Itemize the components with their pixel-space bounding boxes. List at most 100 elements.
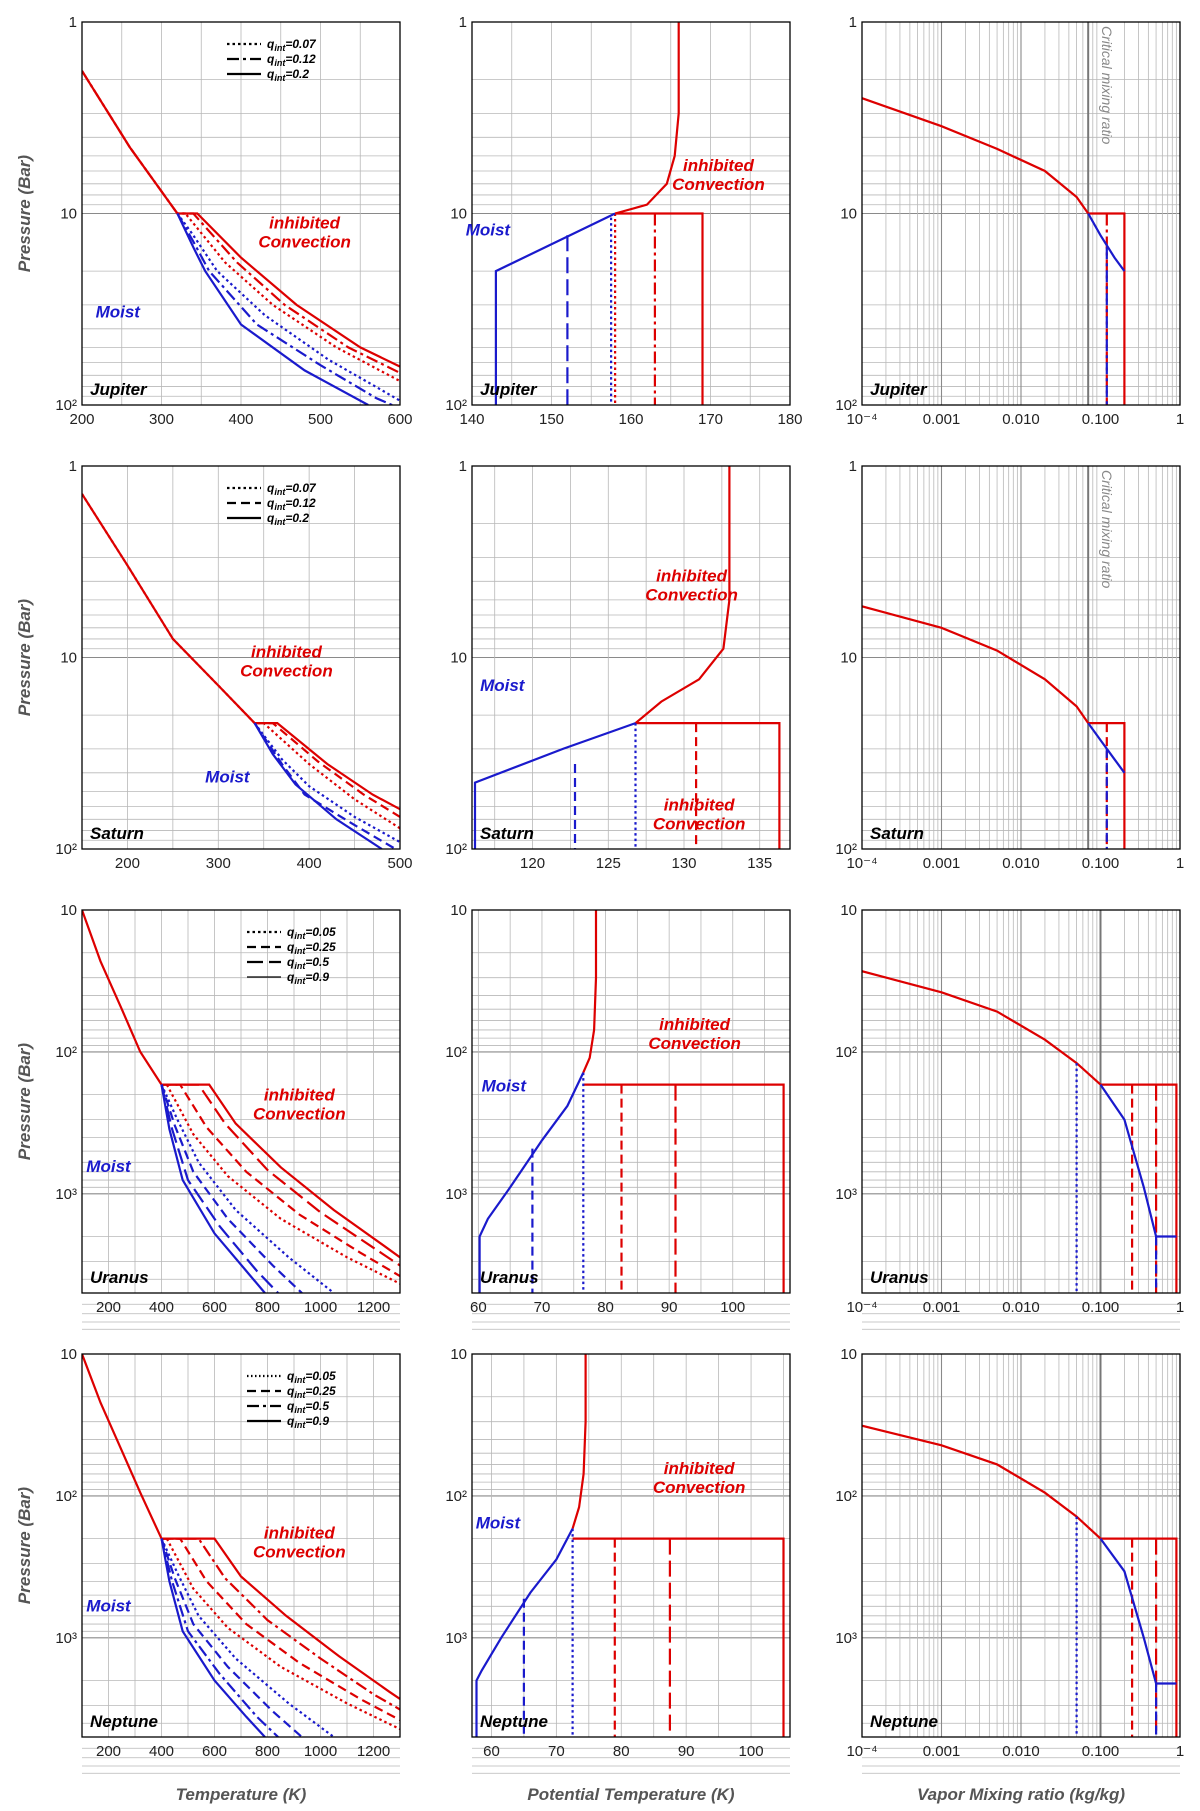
plot-frame bbox=[471, 465, 791, 850]
x-tick-label: 200 bbox=[69, 411, 94, 428]
series-group bbox=[862, 605, 1126, 849]
y-tick-label: 10 bbox=[450, 1346, 467, 1363]
plot-frame bbox=[861, 465, 1181, 850]
planet-label: Uranus bbox=[90, 1268, 149, 1287]
x-tick-label: 0.100 bbox=[1082, 411, 1120, 428]
x-tick-label: 10⁻⁴ bbox=[846, 855, 877, 872]
x-tick-label: 600 bbox=[202, 1299, 227, 1316]
x-tick-label: 500 bbox=[387, 855, 412, 872]
series-group bbox=[478, 910, 785, 1293]
annotation-inhibited: Convection bbox=[653, 1478, 746, 1497]
annotation-inhibited: inhibited bbox=[269, 214, 340, 233]
series-group bbox=[862, 970, 1178, 1293]
panel-uranus-temperature: 200 400 600 800 1000 1200 10 10² 10³ Uranus inhibi… bbox=[55, 902, 401, 1330]
planet-label: Uranus bbox=[480, 1268, 539, 1287]
series-line-moist bbox=[1099, 1083, 1177, 1238]
y-tick-label: 1 bbox=[459, 458, 467, 475]
x-tick-label: 0.001 bbox=[923, 1743, 961, 1760]
series-line-inhibited bbox=[1100, 1537, 1178, 1737]
series-line-moist bbox=[475, 1528, 574, 1737]
series-line-moist bbox=[253, 722, 397, 849]
y-tick-label: 10 bbox=[60, 650, 77, 667]
plot-frame bbox=[81, 465, 401, 850]
x-tick-label: 1000 bbox=[304, 1743, 337, 1760]
series-line-inhibited bbox=[615, 212, 704, 405]
annotation-moist: Moist bbox=[86, 1157, 132, 1176]
plot-frame bbox=[81, 1353, 401, 1738]
x-tick-label: 120 bbox=[520, 855, 545, 872]
x-tick-label: 1 bbox=[1176, 1299, 1184, 1316]
series-line-moist bbox=[176, 212, 400, 402]
planet-label: Neptune bbox=[90, 1712, 158, 1731]
x-tick-label: 180 bbox=[777, 411, 802, 428]
series-group bbox=[82, 70, 400, 405]
y-tick-label: 1 bbox=[849, 458, 857, 475]
x-tick-label: 170 bbox=[698, 411, 723, 428]
critical-mixing-label: Critical mixing ratio bbox=[1099, 26, 1115, 144]
series-line-inhibited bbox=[82, 70, 400, 368]
x-tick-label: 600 bbox=[387, 411, 412, 428]
series-line-inhibited bbox=[1088, 212, 1126, 405]
series-line-inhibited bbox=[582, 910, 598, 1074]
legend-label: qint=0.12 bbox=[267, 52, 316, 68]
series-group bbox=[82, 1354, 400, 1737]
x-tick-label: 300 bbox=[206, 855, 231, 872]
legend-label: qint=0.5 bbox=[287, 1399, 329, 1415]
x-axis-label: Vapor Mixing ratio (kg/kg) bbox=[917, 1785, 1125, 1804]
x-tick-label: 90 bbox=[678, 1743, 695, 1760]
y-tick-label: 10³ bbox=[835, 1186, 857, 1203]
annotation-inhibited: inhibited bbox=[664, 796, 735, 815]
x-tick-label: 90 bbox=[661, 1299, 678, 1316]
y-tick-label: 10² bbox=[55, 1488, 77, 1505]
x-axis-label: Potential Temperature (K) bbox=[527, 1785, 735, 1804]
annotation-inhibited: Convection bbox=[672, 175, 765, 194]
x-tick-label: 130 bbox=[671, 855, 696, 872]
planet-label: Saturn bbox=[870, 824, 924, 843]
y-tick-label: 10² bbox=[55, 841, 77, 858]
series-line-inhibited bbox=[254, 721, 400, 818]
x-tick-label: 135 bbox=[747, 855, 772, 872]
x-tick-label: 1200 bbox=[357, 1743, 390, 1760]
series-line-inhibited bbox=[82, 910, 163, 1086]
series-line-inhibited bbox=[583, 1083, 785, 1293]
series-line-inhibited bbox=[862, 1424, 1102, 1540]
y-tick-label: 10 bbox=[840, 1346, 857, 1363]
panel-saturn-temperature: 200 300 400 500 1 10 10² Saturn inhibitedConvect… bbox=[55, 458, 412, 872]
y-tick-label: 10² bbox=[835, 397, 857, 414]
series-line-inhibited bbox=[635, 721, 781, 849]
planet-label: Uranus bbox=[870, 1268, 929, 1287]
series-line-moist bbox=[160, 1084, 335, 1293]
y-tick-label: 10 bbox=[840, 902, 857, 919]
x-tick-label: 125 bbox=[596, 855, 621, 872]
y-tick-label: 10² bbox=[445, 397, 467, 414]
series-line-moist bbox=[473, 722, 636, 849]
y-axis-label: Pressure (Bar) bbox=[15, 1487, 34, 1605]
y-tick-label: 10² bbox=[445, 1488, 467, 1505]
x-tick-label: 1000 bbox=[304, 1299, 337, 1316]
x-tick-label: 70 bbox=[534, 1299, 551, 1316]
x-tick-label: 0.010 bbox=[1002, 1743, 1040, 1760]
x-tick-label: 1 bbox=[1176, 1743, 1184, 1760]
plot-frame bbox=[861, 1353, 1181, 1738]
series-group bbox=[82, 493, 400, 849]
series-group bbox=[494, 22, 704, 405]
series-group bbox=[862, 1424, 1178, 1737]
series-line-inhibited bbox=[862, 97, 1090, 215]
panel-saturn-theta: 120 125 130 13511010²SaturninhibitedConvect… bbox=[445, 458, 791, 872]
y-tick-label: 10³ bbox=[55, 1186, 77, 1203]
y-tick-label: 10 bbox=[60, 206, 77, 223]
annotation-moist: Moist bbox=[86, 1596, 132, 1615]
panel-jupiter-mixing: Critical mixing ratio 10⁻⁴ 0.001 0.010 0.100… bbox=[835, 14, 1184, 428]
series-line-inhibited bbox=[161, 1537, 400, 1700]
panel-uranus-mixing: 10⁻⁴ 0.001 0.010 0.100 1 10 10² 10³ Uranus bbox=[835, 902, 1184, 1330]
annotation-inhibited: inhibited bbox=[664, 1459, 735, 1478]
panels: 200 300 400 500 60011010²JupiterinhibitedCon… bbox=[55, 14, 1184, 1774]
series-line-inhibited bbox=[634, 466, 731, 724]
x-tick-label: 160 bbox=[618, 411, 643, 428]
legend-label: qint=0.12 bbox=[267, 496, 316, 512]
y-tick-label: 10 bbox=[840, 650, 857, 667]
planet-label: Jupiter bbox=[480, 380, 538, 399]
annotation-inhibited: Convection bbox=[240, 662, 333, 681]
y-tick-label: 10² bbox=[55, 1044, 77, 1061]
y-tick-label: 10² bbox=[835, 841, 857, 858]
